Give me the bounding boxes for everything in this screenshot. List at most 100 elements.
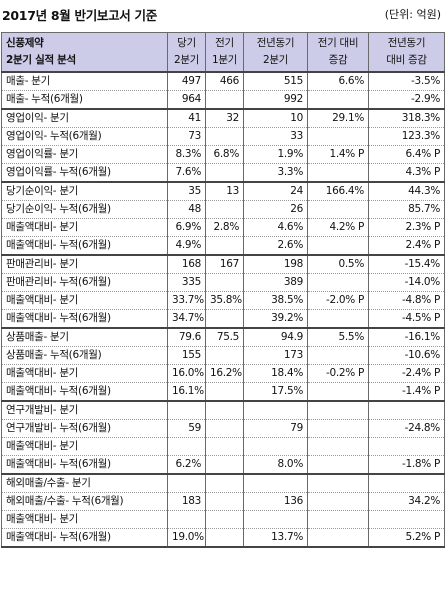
- table-cell: [167, 473, 206, 493]
- col-header-line: 당기: [177, 37, 196, 49]
- table-cell: [368, 510, 445, 529]
- table-cell: [167, 437, 206, 456]
- table-cell: -1.4% P: [368, 382, 445, 402]
- table-cell: [243, 437, 308, 456]
- table-cell: 33.7%: [167, 291, 206, 310]
- table-cell: -2.4% P: [368, 364, 445, 383]
- table-cell: 964: [167, 90, 206, 110]
- table-cell: -10.6%: [368, 346, 445, 365]
- table-cell: 85.7%: [368, 200, 445, 219]
- table-cell: 75.5: [205, 327, 244, 347]
- row-label: 매출액대비- 누적(6개월): [1, 382, 168, 402]
- row-label: 영업이익률- 누적(6개월): [1, 163, 168, 183]
- row-label: 매출- 분기: [1, 71, 168, 91]
- table-cell: -16.1%: [368, 327, 445, 347]
- table-cell: 4.2% P: [307, 218, 369, 237]
- table-cell: -4.8% P: [368, 291, 445, 310]
- row-label: 매출액대비- 누적(6개월): [1, 236, 168, 256]
- table-cell: 41: [167, 108, 206, 128]
- table-row: 매출액대비- 분기 6.9% 2.8% 4.6% 4.2% P 2.3% P: [1, 218, 445, 237]
- table-cell: -2.0% P: [307, 291, 369, 310]
- table-cell: 155: [167, 346, 206, 365]
- table-cell: 32: [205, 108, 244, 128]
- table-cell: [368, 400, 445, 420]
- table-cell: -24.8%: [368, 419, 445, 438]
- table-cell: [205, 437, 244, 456]
- row-label: 상품매출- 분기: [1, 327, 168, 347]
- table-cell: 6.4% P: [368, 145, 445, 164]
- row-label: 판매관리비- 분기: [1, 254, 168, 274]
- table-cell: 94.9: [243, 327, 308, 347]
- row-label: 매출액대비- 누적(6개월): [1, 528, 168, 548]
- table-body: 매출- 분기 497 466 515 6.6% -3.5% 매출- 누적(6개월) 964 99…: [1, 71, 445, 548]
- col-header-line: 전기: [215, 37, 234, 49]
- table-cell: [205, 382, 244, 402]
- table-cell: 6.2%: [167, 455, 206, 475]
- table-cell: 8.3%: [167, 145, 206, 164]
- table-row: 영업이익률- 분기 8.3% 6.8% 1.9% 1.4% P 6.4% P: [1, 145, 445, 164]
- row-label: 영업이익- 누적(6개월): [1, 127, 168, 146]
- table-cell: 10: [243, 108, 308, 128]
- table-cell: [205, 510, 244, 529]
- col-header-line: 전기 대비: [317, 37, 359, 49]
- row-label: 매출액대비- 분기: [1, 364, 168, 383]
- table-cell: 123.3%: [368, 127, 445, 146]
- table-cell: [307, 346, 369, 365]
- table-row: 매출액대비- 누적(6개월) 19.0% 13.7% 5.2% P: [1, 528, 445, 548]
- row-label: 매출액대비- 분기: [1, 291, 168, 310]
- table-cell: [205, 400, 244, 420]
- table-cell: 5.5%: [307, 327, 369, 347]
- table-row: 영업이익- 분기 41 32 10 29.1% 318.3%: [1, 108, 445, 128]
- table-cell: [243, 400, 308, 420]
- row-label: 당기순이익- 분기: [1, 181, 168, 201]
- col-header-line: 2분기: [173, 54, 200, 66]
- table-cell: [307, 127, 369, 146]
- table-cell: 38.5%: [243, 291, 308, 310]
- table-cell: 17.5%: [243, 382, 308, 402]
- table-cell: 48: [167, 200, 206, 219]
- row-label: 영업이익률- 분기: [1, 145, 168, 164]
- table-cell: [205, 419, 244, 438]
- table-cell: 7.6%: [167, 163, 206, 183]
- col-header-line: 전년동기: [256, 37, 295, 49]
- table-cell: [167, 510, 206, 529]
- table-cell: 35.8%: [205, 291, 244, 310]
- row-label: 영업이익- 분기: [1, 108, 168, 128]
- table-row: 매출액대비- 분기: [1, 437, 445, 456]
- table-cell: -14.0%: [368, 273, 445, 292]
- table-cell: 33: [243, 127, 308, 146]
- report-title: 2017년 8월 반기보고서 기준: [2, 8, 157, 23]
- table-cell: 4.6%: [243, 218, 308, 237]
- col-header-previous-quarter: 전기 1분기: [205, 32, 244, 73]
- table-cell: 466: [205, 71, 244, 91]
- table-cell: 166.4%: [307, 181, 369, 201]
- analysis-subtitle: 2분기 실적 분석: [6, 54, 76, 66]
- table-cell: 1.9%: [243, 145, 308, 164]
- table-cell: [307, 455, 369, 475]
- table-cell: 2.4% P: [368, 236, 445, 256]
- table-cell: 6.8%: [205, 145, 244, 164]
- table-cell: [205, 309, 244, 329]
- table-cell: -2.9%: [368, 90, 445, 110]
- table-row: 매출- 누적(6개월) 964 992 -2.9%: [1, 90, 445, 110]
- table-cell: 2.3% P: [368, 218, 445, 237]
- table-cell: [307, 273, 369, 292]
- table-cell: 992: [243, 90, 308, 110]
- table-cell: [205, 473, 244, 493]
- table-cell: [307, 200, 369, 219]
- table-cell: [205, 127, 244, 146]
- table-cell: 136: [243, 492, 308, 511]
- table-cell: 198: [243, 254, 308, 274]
- table-cell: 16.2%: [205, 364, 244, 383]
- row-label: 연구개발비- 분기: [1, 400, 168, 420]
- table-row: 해외매출/수출- 누적(6개월) 183 136 34.2%: [1, 492, 445, 511]
- table-cell: [167, 400, 206, 420]
- table-row: 매출액대비- 누적(6개월) 4.9% 2.6% 2.4% P: [1, 236, 445, 256]
- row-label: 매출액대비- 누적(6개월): [1, 455, 168, 475]
- table-row: 당기순이익- 누적(6개월) 48 26 85.7%: [1, 200, 445, 219]
- table-row: 당기순이익- 분기 35 13 24 166.4% 44.3%: [1, 181, 445, 201]
- table-cell: 3.3%: [243, 163, 308, 183]
- table-cell: [307, 382, 369, 402]
- table-cell: 39.2%: [243, 309, 308, 329]
